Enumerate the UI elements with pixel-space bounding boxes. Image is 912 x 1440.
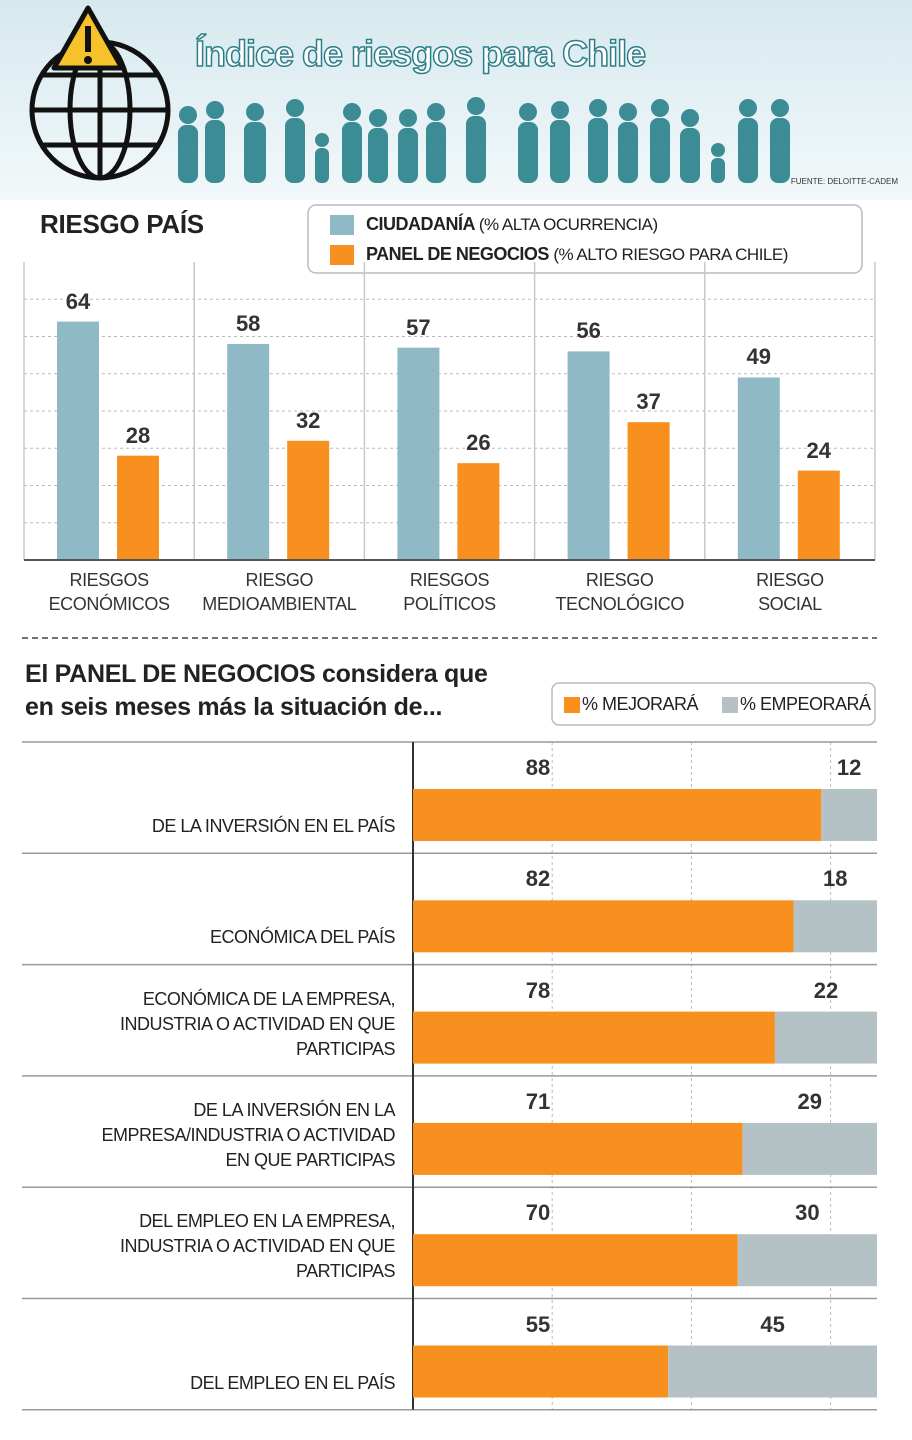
people-silhouettes: [178, 97, 790, 183]
x-tick-label: RIESGO SOCIAL: [756, 570, 824, 614]
value-label: 32: [295, 407, 321, 433]
legend-box: [551, 682, 876, 726]
value-label: 71: [525, 1088, 551, 1114]
value-label: 24: [806, 437, 832, 463]
value-label: 30: [795, 1200, 820, 1226]
bar: [227, 343, 270, 560]
bar-segment: [742, 1122, 877, 1175]
legend-label: CIUDADANÍA (% ALTA OCURRENCIA): [366, 214, 658, 234]
chart-title: RIESGO PAÍS: [40, 209, 204, 239]
y-tick-label: DEL EMPLEO EN EL PAÍS: [190, 1372, 395, 1393]
value-label: 49: [746, 344, 772, 370]
value-label: 55: [525, 1311, 551, 1337]
legend-label: PANEL DE NEGOCIOS (% ALTO RIESGO PARA CH…: [366, 244, 788, 264]
x-tick-label: RIESGOS ECONÓMICOS: [48, 570, 170, 614]
bar: [457, 463, 500, 560]
bar: [737, 377, 780, 560]
x-tick-label: RIESGO TECNOLÓGICO: [555, 570, 684, 614]
bar-segment: [413, 1011, 775, 1064]
bar: [797, 470, 840, 560]
chart-title: El PANEL DE NEGOCIOS considera que en se…: [25, 660, 488, 721]
bar: [287, 440, 330, 560]
y-tick-label: DEL EMPLEO EN LA EMPRESA, INDUSTRIA O AC…: [119, 1211, 396, 1282]
bar-segment: [413, 1122, 743, 1175]
value-label: 78: [525, 977, 551, 1003]
bar-segment: [668, 1345, 877, 1398]
value-label: 88: [525, 755, 551, 780]
value-label: 64: [65, 288, 91, 314]
value-label: 82: [525, 866, 551, 892]
value-label: 70: [525, 1200, 551, 1226]
page-title: Índice de riesgos para Chile: [195, 33, 645, 74]
legend-swatch: [564, 697, 580, 713]
y-tick-label: ECONÓMICA DEL PAÍS: [209, 927, 396, 948]
y-tick-label: DE LA INVERSIÓN EN EL PAÍS: [151, 816, 396, 836]
warning-icon: [51, 5, 125, 71]
bar: [397, 347, 440, 560]
legend-swatch: [330, 215, 354, 235]
bar-segment: [774, 1011, 877, 1064]
bar: [627, 422, 670, 560]
x-tick-label: RIESGOS POLÍTICOS: [403, 570, 496, 614]
bar-segment: [413, 900, 794, 953]
value-label: 22: [813, 977, 839, 1003]
value-label: 45: [760, 1311, 785, 1337]
value-label: 12: [836, 755, 862, 780]
value-label: 26: [466, 430, 491, 456]
value-label: 56: [576, 318, 601, 344]
y-tick-label: DE LA INVERSIÓN EN LA EMPRESA/INDUSTRIA …: [101, 1099, 395, 1170]
bar-segment: [793, 900, 877, 953]
x-tick-label: RIESGO MEDIOAMBIENTAL: [202, 570, 357, 614]
legend-swatch: [722, 697, 738, 713]
bar-segment: [413, 1345, 669, 1398]
bar: [57, 321, 99, 560]
legend-box: [307, 204, 863, 274]
value-label: 28: [125, 422, 151, 448]
legend-label: % EMPEORARÁ: [740, 694, 871, 714]
legend-label: % MEJORARÁ: [582, 694, 699, 714]
bar: [117, 455, 159, 560]
bar-segment: [821, 789, 877, 841]
bar: [567, 351, 610, 560]
source-note: FUENTE: DELOITTE-CADEM: [791, 177, 898, 186]
bar-segment: [413, 1234, 738, 1287]
value-label: 57: [406, 314, 431, 340]
y-tick-label: ECONÓMICA DE LA EMPRESA, INDUSTRIA O ACT…: [119, 988, 396, 1059]
header-background: [0, 0, 912, 200]
value-label: 29: [797, 1088, 822, 1114]
value-label: 18: [822, 866, 848, 892]
legend-swatch: [330, 245, 354, 265]
bar-segment: [737, 1234, 877, 1287]
value-label: 37: [636, 389, 661, 415]
value-label: 58: [235, 310, 261, 336]
bar-segment: [413, 789, 822, 841]
